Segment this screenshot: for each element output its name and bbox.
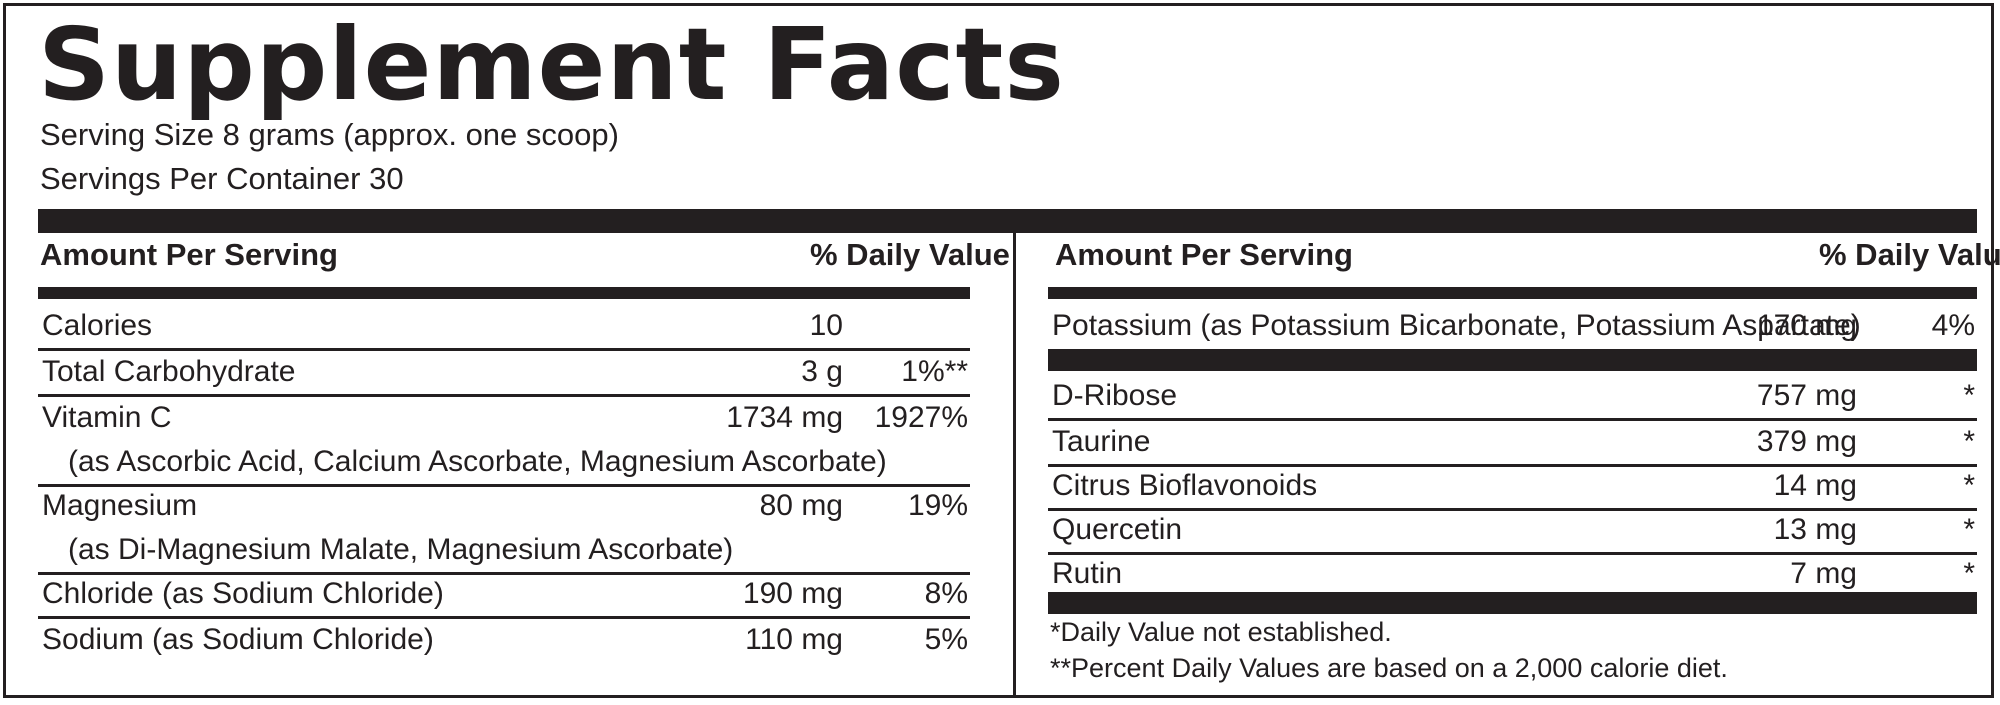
nutrient-row: Potassium (as Potassium Bicarbonate, Pot… [1048,304,1977,348]
nutrient-row: Citrus Bioflavonoids 14 mg * [1048,464,1977,511]
nutrient-amount: 1734 mg [726,401,843,434]
panel-title: Supplement Facts [38,6,1065,123]
nutrient-amount: 13 mg [1773,513,1857,546]
footnote-percent-daily-values: **Percent Daily Values are based on a 2,… [1050,653,1728,683]
nutrient-name: Calories [42,309,153,342]
nutrient-row: Vitamin C 1734 mg 1927% (as Ascorbic Acid, … [38,396,970,487]
nutrient-daily-value: 1%** [901,355,968,388]
nutrient-amount: 80 mg [759,489,843,522]
nutrient-name: Chloride (as Sodium Chloride) [42,577,444,610]
right-header-bar [1048,287,1977,299]
nutrient-name: Total Carbohydrate [42,355,296,388]
footnote-dv-not-established: *Daily Value not established. [1050,617,1392,647]
left-daily-value-header: % Daily Value [810,237,1010,272]
nutrient-amount: 14 mg [1773,469,1857,502]
right-daily-value-header: % Daily Value [1819,237,2000,272]
nutrient-daily-value: * [1963,379,1975,412]
nutrient-name: D-Ribose [1052,379,1178,412]
nutrient-name: Vitamin C [42,401,172,434]
nutrient-row: Rutin 7 mg * [1048,552,1977,596]
column-divider [1013,233,1016,698]
nutrient-name: Rutin [1052,557,1123,590]
top-thick-bar [38,209,1977,233]
nutrient-amount: 379 mg [1756,425,1857,458]
nutrient-amount: 757 mg [1756,379,1857,412]
nutrient-row: Magnesium 80 mg 19% (as Di-Magnesium Malate… [38,484,970,575]
left-amount-header: Amount Per Serving [40,237,338,272]
supplement-facts-panel [3,3,1994,698]
nutrient-daily-value: 1927% [874,401,968,434]
right-divider-bar [1048,349,1977,371]
nutrient-amount: 7 mg [1790,557,1857,590]
right-bottom-bar [1048,592,1977,614]
nutrient-row: Quercetin 13 mg * [1048,508,1977,555]
nutrient-row: D-Ribose 757 mg * [1048,374,1977,421]
nutrient-daily-value: 19% [907,489,968,522]
nutrient-daily-value: 4% [1931,309,1975,342]
nutrient-daily-value: * [1963,425,1975,458]
nutrient-daily-value: 8% [924,577,968,610]
nutrient-daily-value: * [1963,557,1975,590]
nutrient-amount: 3 g [801,355,843,388]
nutrient-name: Magnesium [42,489,198,522]
left-header-bar [38,287,970,299]
nutrient-amount: 110 mg [745,623,843,656]
nutrient-name: Potassium (as Potassium Bicarbonate, Pot… [1052,309,1861,342]
nutrient-amount: 10 [809,309,843,342]
nutrient-amount: 190 mg [742,577,843,610]
nutrient-source: (as Ascorbic Acid, Calcium Ascorbate, Ma… [68,445,887,478]
nutrient-amount: 170 mg [1756,309,1857,342]
nutrient-name: Citrus Bioflavonoids [1052,469,1318,502]
right-amount-header: Amount Per Serving [1055,237,1353,272]
nutrient-row: Chloride (as Sodium Chloride) 190 mg 8% [38,572,970,619]
serving-size: Serving Size 8 grams (approx. one scoop) [40,117,619,152]
nutrient-row: Total Carbohydrate 3 g 1%** [38,350,970,397]
nutrient-name: Taurine [1052,425,1151,458]
nutrient-row: Calories 10 [38,304,970,351]
nutrient-source: (as Di-Magnesium Malate, Magnesium Ascor… [68,533,734,566]
nutrient-name: Quercetin [1052,513,1183,546]
servings-per-container: Servings Per Container 30 [40,161,404,196]
nutrient-daily-value: * [1963,513,1975,546]
nutrient-daily-value: * [1963,469,1975,502]
nutrient-row: Taurine 379 mg * [1048,420,1977,467]
nutrient-row: Sodium (as Sodium Chloride) 110 mg 5% [38,618,970,662]
nutrient-name: Sodium (as Sodium Chloride) [42,623,434,656]
nutrient-daily-value: 5% [924,623,968,656]
